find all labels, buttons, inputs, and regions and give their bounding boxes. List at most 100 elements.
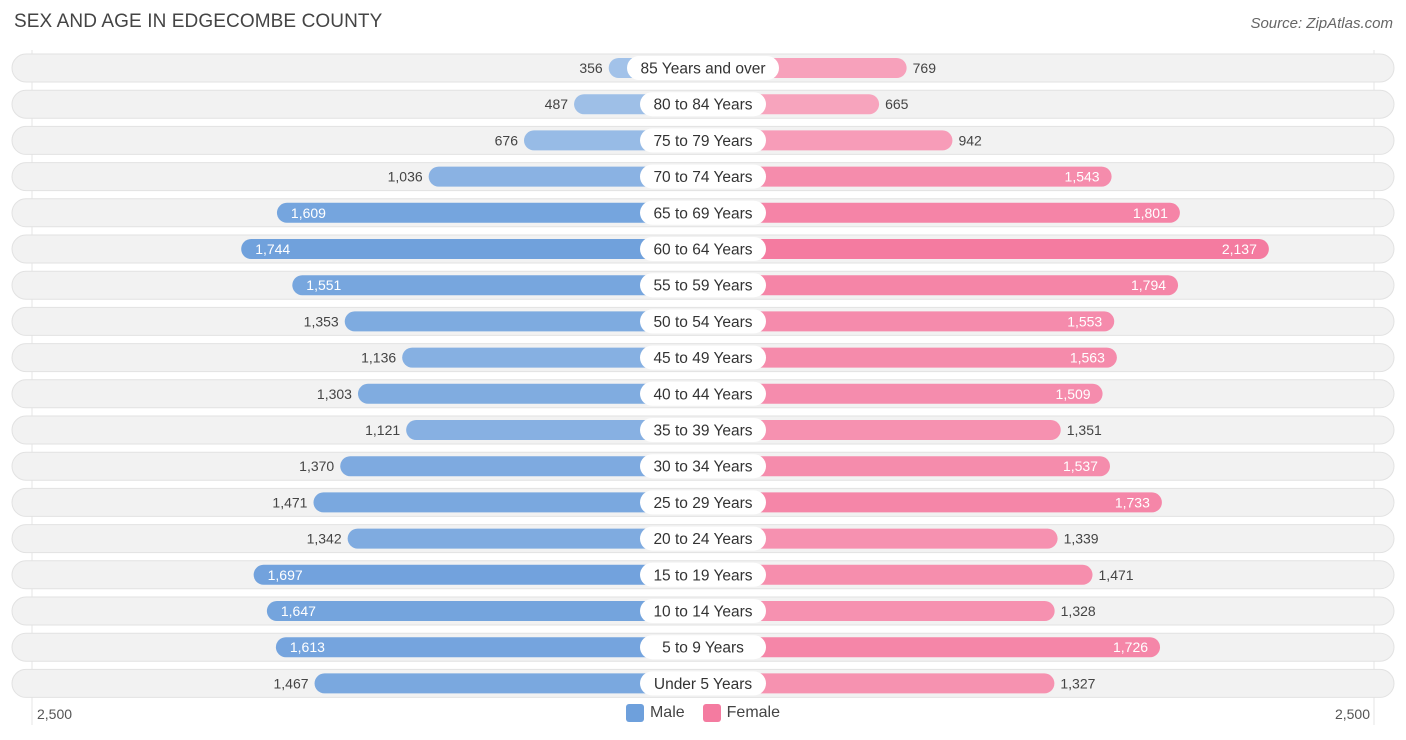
category-pill (640, 635, 766, 660)
legend-item-female[interactable]: Female (702, 704, 781, 722)
male-swatch-icon (625, 704, 644, 722)
legend-female-label: Female (726, 704, 781, 721)
female-bar (703, 456, 1110, 477)
category-pill (640, 309, 766, 334)
female-value-label: 942 (958, 132, 982, 148)
female-value-label: 1,801 (1133, 205, 1168, 221)
category-pill (640, 92, 766, 117)
category-label: 80 to 84 Years (653, 97, 752, 114)
category-pill (640, 164, 766, 189)
female-value-label: 1,328 (1061, 603, 1096, 619)
female-bar (703, 528, 1058, 549)
category-pill (640, 237, 766, 261)
female-bar (703, 275, 1179, 296)
female-value-label: 1,543 (1065, 169, 1100, 185)
category-pill (640, 418, 766, 442)
male-value-label: 676 (495, 132, 519, 148)
female-bar (703, 564, 1093, 585)
male-bar (347, 528, 703, 549)
category-pill (640, 454, 766, 479)
female-value-label: 1,733 (1115, 494, 1150, 510)
female-swatch-icon (702, 704, 721, 722)
female-bar (703, 311, 1115, 332)
male-value-label: 1,467 (273, 675, 308, 691)
category-label: Under 5 Years (654, 676, 752, 693)
female-value-label: 665 (885, 96, 909, 112)
category-label: 5 to 9 Years (662, 640, 744, 657)
category-pill (640, 562, 766, 587)
female-bar (703, 347, 1117, 368)
female-value-label: 1,471 (1099, 567, 1134, 583)
female-bar (703, 601, 1055, 621)
male-value-label: 487 (545, 96, 569, 112)
male-value-label: 1,647 (281, 603, 316, 619)
female-bar (703, 383, 1103, 404)
male-value-label: 1,551 (306, 277, 341, 293)
male-bar (276, 202, 703, 223)
male-value-label: 1,744 (255, 241, 290, 257)
axis-right-label: 2,500 (1334, 706, 1370, 722)
male-bar (313, 492, 703, 513)
category-label: 60 to 64 Years (653, 242, 752, 259)
male-bar (266, 601, 703, 621)
female-value-label: 769 (913, 60, 937, 76)
category-label: 25 to 29 Years (653, 495, 752, 512)
chart-header: SEX AND AGE IN EDGECOMBE COUNTY Source: … (0, 0, 1406, 50)
category-pill (640, 381, 766, 406)
category-pill (640, 273, 766, 298)
female-value-label: 1,726 (1113, 639, 1148, 655)
category-pill (640, 599, 766, 623)
female-bar (703, 673, 1055, 694)
male-value-label: 1,136 (361, 350, 396, 366)
category-pill (640, 200, 766, 225)
category-label: 10 to 14 Years (653, 604, 752, 621)
category-label: 35 to 39 Years (653, 423, 752, 440)
category-pill (640, 128, 766, 153)
male-bar (292, 275, 703, 296)
female-bar (703, 166, 1112, 187)
male-bar (314, 673, 703, 694)
female-bar (703, 420, 1061, 440)
female-value-label: 1,553 (1067, 313, 1102, 329)
legend: Male Female (0, 704, 1406, 722)
category-label: 85 Years and over (641, 61, 766, 78)
male-bar (402, 347, 703, 368)
chart-source: Source: ZipAtlas.com (1250, 15, 1393, 32)
male-bar (357, 383, 703, 404)
category-pill (640, 345, 766, 370)
category-label: 55 to 59 Years (653, 278, 752, 295)
male-value-label: 1,471 (272, 494, 307, 510)
category-label: 20 to 24 Years (653, 531, 752, 548)
male-bar (340, 456, 703, 477)
female-bar (703, 239, 1269, 259)
male-bar (241, 239, 704, 259)
male-value-label: 1,036 (388, 169, 423, 185)
female-bar (703, 130, 953, 151)
female-bar (703, 492, 1162, 513)
category-pill (640, 490, 766, 515)
category-label: 50 to 54 Years (653, 314, 752, 331)
category-label: 40 to 44 Years (653, 386, 752, 403)
category-label: 30 to 34 Years (653, 459, 752, 476)
female-value-label: 1,794 (1131, 277, 1166, 293)
female-value-label: 1,563 (1070, 350, 1105, 366)
female-value-label: 1,327 (1060, 675, 1095, 691)
male-bar (428, 166, 703, 187)
category-pill (640, 526, 766, 551)
female-value-label: 1,351 (1067, 422, 1102, 438)
female-bar (703, 637, 1161, 658)
male-value-label: 1,609 (291, 205, 326, 221)
male-value-label: 356 (579, 60, 603, 76)
female-value-label: 1,339 (1064, 531, 1099, 547)
legend-item-male[interactable]: Male (625, 704, 685, 722)
male-bar (406, 420, 703, 440)
axis-left-label: 2,500 (37, 706, 73, 722)
category-label: 75 to 79 Years (653, 133, 752, 150)
male-value-label: 1,342 (307, 531, 342, 547)
category-pill (640, 671, 766, 696)
male-value-label: 1,613 (290, 639, 325, 655)
category-pill (627, 56, 779, 80)
male-bar (344, 311, 703, 332)
female-value-label: 2,137 (1222, 241, 1257, 257)
